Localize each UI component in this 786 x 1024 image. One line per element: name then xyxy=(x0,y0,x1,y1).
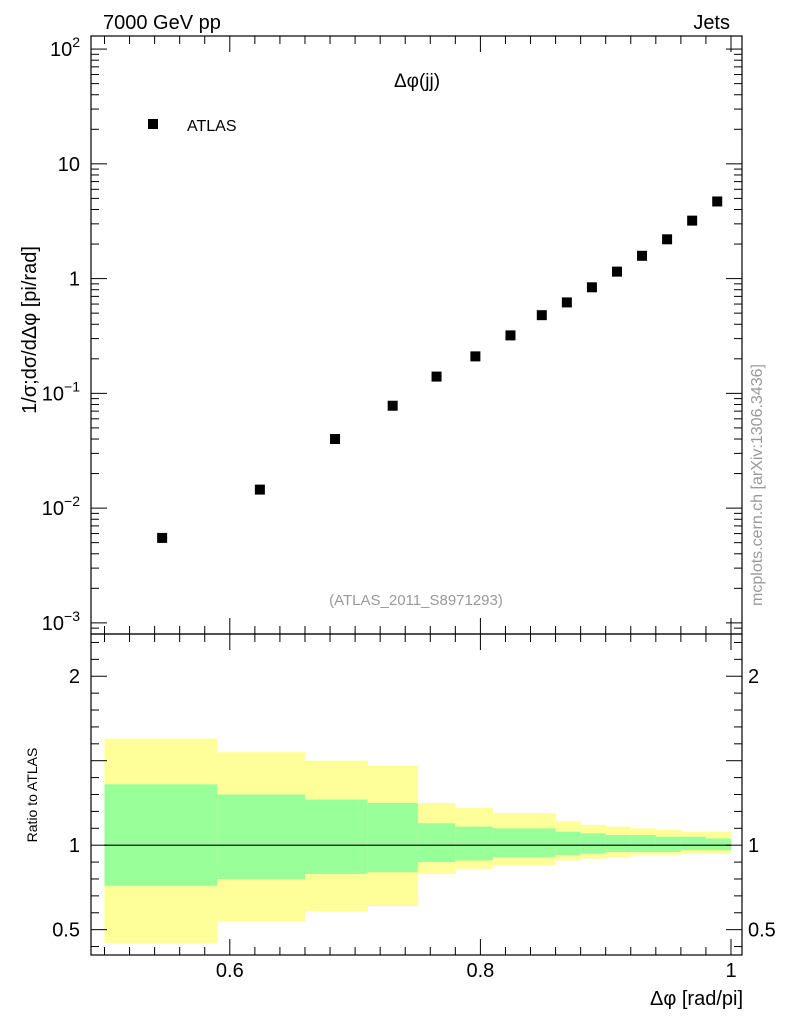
data-point-atlas xyxy=(637,250,648,261)
data-point-atlas xyxy=(330,434,341,445)
x-tick-label: 1 xyxy=(725,960,736,982)
y-tick-label: 10−2 xyxy=(42,493,80,520)
y-tick-label: 10 xyxy=(58,154,80,176)
inner-band-bin xyxy=(605,835,632,852)
inner-band-bin xyxy=(655,836,682,852)
ratio-y-tick-label-right: 2 xyxy=(748,666,759,688)
inner-band-bin xyxy=(304,799,368,874)
data-point-atlas xyxy=(505,330,516,341)
inner-band-bin xyxy=(492,828,556,858)
data-point-atlas xyxy=(611,266,622,277)
data-points xyxy=(157,196,723,543)
ratio-y-tick-label-left: 1 xyxy=(69,835,80,857)
ratio-y-axis-label: Ratio to ATLAS xyxy=(24,748,40,843)
inner-band-bin xyxy=(367,802,419,873)
ratio-y-tick-label-left: 2 xyxy=(69,666,80,688)
header-left-label: 7000 GeV pp xyxy=(103,12,221,34)
plot-title: Δφ(jj) xyxy=(394,71,440,92)
y-axis-label: 1/σ;dσ/dΔφ [pi/rad] xyxy=(19,246,41,414)
tick-labels: 10−3 10−2 10−1 1 10 102 0.5 0.5 1 1 2 2 0.6 0.8 1 xyxy=(42,34,776,982)
data-point-atlas xyxy=(431,371,442,382)
inner-band-bin xyxy=(417,823,456,863)
inner-band-bin xyxy=(555,831,581,856)
inner-band-bin xyxy=(455,826,494,861)
inner-band-bin xyxy=(217,794,306,879)
data-point-atlas xyxy=(470,351,481,362)
legend-label-atlas: ATLAS xyxy=(187,118,237,135)
source-watermark: mcplots.cern.ch [arXiv:1306.3436] xyxy=(749,364,766,606)
header-right-label: Jets xyxy=(693,12,730,34)
ratio-y-tick-label-left: 0.5 xyxy=(52,920,80,942)
inner-band-bin xyxy=(104,784,218,886)
x-tick-label: 0.8 xyxy=(466,960,494,982)
inner-band-bin xyxy=(705,838,732,851)
data-point-atlas xyxy=(561,297,572,308)
data-point-atlas xyxy=(536,310,547,321)
x-tick-label: 0.6 xyxy=(216,960,244,982)
data-point-atlas xyxy=(586,282,597,293)
ratio-bands xyxy=(104,738,732,944)
inner-band-bin xyxy=(630,835,657,852)
y-tick-label: 10−1 xyxy=(42,378,80,405)
data-point-atlas xyxy=(157,532,168,543)
inner-band-bin xyxy=(580,833,606,854)
data-point-atlas xyxy=(254,484,265,495)
analysis-id-label: (ATLAS_2011_S8971293) xyxy=(329,592,503,609)
data-point-atlas xyxy=(687,215,698,226)
x-axis-label: Δφ [rad/pi] xyxy=(650,988,743,1010)
y-tick-label: 10−3 xyxy=(42,608,80,635)
inner-band-bin xyxy=(680,836,707,851)
ratio-y-tick-label-right: 0.5 xyxy=(748,920,776,942)
data-point-atlas xyxy=(662,234,673,245)
legend-marker xyxy=(148,119,158,129)
y-tick-label: 102 xyxy=(50,34,80,61)
y-tick-label: 1 xyxy=(69,269,80,291)
ratio-y-tick-label-right: 1 xyxy=(748,835,759,857)
data-point-atlas xyxy=(712,196,723,207)
data-point-atlas xyxy=(387,400,398,411)
axis-ticks xyxy=(91,36,742,955)
